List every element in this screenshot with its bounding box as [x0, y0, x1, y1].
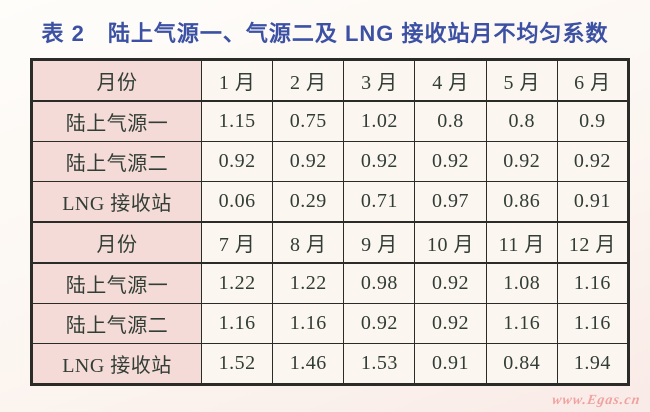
table-cell: 0.97 [414, 181, 487, 223]
month-label: 2 月 [272, 59, 345, 102]
row-label: 陆上气源一 [31, 100, 202, 142]
month-label: 6 月 [556, 59, 630, 102]
table-cell: 0.91 [556, 181, 630, 223]
table-cell: 1.46 [272, 343, 345, 385]
row-label: LNG 接收站 [31, 343, 202, 385]
row-header-label: 月份 [31, 59, 202, 102]
month-label: 7 月 [200, 221, 274, 264]
table-row: LNG 接收站 1.52 1.46 1.53 0.91 0.84 1.94 [31, 343, 630, 385]
table-cell: 1.15 [200, 100, 274, 142]
table-cell: 0.71 [343, 181, 416, 223]
table-cell: 0.75 [272, 100, 345, 142]
table-cell: 0.92 [414, 141, 487, 182]
row-label: 陆上气源二 [31, 141, 202, 182]
table-row: 陆上气源二 1.16 1.16 0.92 0.92 1.16 1.16 [31, 303, 630, 344]
month-label: 10 月 [414, 221, 487, 264]
table-title: 表 2 陆上气源一、气源二及 LNG 接收站月不均匀系数 [41, 21, 609, 46]
month-label: 1 月 [200, 59, 274, 102]
month-label: 11 月 [485, 221, 558, 264]
table-cell: 0.92 [485, 141, 558, 182]
row-label: 陆上气源二 [31, 303, 202, 344]
table-cell: 1.16 [556, 262, 630, 304]
month-label: 4 月 [414, 59, 487, 102]
table-cell: 1.22 [200, 262, 274, 304]
watermark: www.Egas.cn [550, 393, 642, 408]
month-label: 8 月 [272, 221, 345, 264]
table-cell: 0.86 [485, 181, 558, 223]
table-row: LNG 接收站 0.06 0.29 0.71 0.97 0.86 0.91 [31, 181, 630, 223]
table-cell: 0.84 [485, 343, 558, 385]
row-label: LNG 接收站 [31, 181, 202, 223]
month-label: 12 月 [556, 221, 630, 264]
table-cell: 0.98 [343, 262, 416, 304]
table-cell: 1.53 [343, 343, 416, 385]
table-cell: 0.9 [556, 100, 630, 142]
table-cell: 1.94 [556, 343, 630, 385]
table-cell: 0.92 [343, 303, 416, 344]
table-cell: 0.92 [272, 141, 345, 182]
month-label: 9 月 [343, 221, 416, 264]
table-cell: 0.92 [414, 303, 487, 344]
table-cell: 1.08 [485, 262, 558, 304]
table-cell: 1.16 [485, 303, 558, 344]
table-cell: 0.92 [414, 262, 487, 304]
table-cell: 0.92 [200, 141, 274, 182]
table-cell: 0.92 [556, 141, 630, 182]
table-row: 陆上气源一 1.22 1.22 0.98 0.92 1.08 1.16 [31, 262, 630, 304]
table-cell: 1.16 [272, 303, 345, 344]
row-header-label: 月份 [31, 221, 202, 264]
month-label: 3 月 [343, 59, 416, 102]
table-cell: 0.29 [272, 181, 345, 223]
month-label: 5 月 [485, 59, 558, 102]
table-cell: 1.02 [343, 100, 416, 142]
table-row: 陆上气源一 1.15 0.75 1.02 0.8 0.8 0.9 [31, 100, 630, 142]
table-cell: 0.8 [414, 100, 487, 142]
table-cell: 1.16 [200, 303, 274, 344]
table-cell: 1.22 [272, 262, 345, 304]
table-cell: 1.16 [556, 303, 630, 344]
table-cell: 0.91 [414, 343, 487, 385]
table-row: 陆上气源二 0.92 0.92 0.92 0.92 0.92 0.92 [31, 141, 630, 182]
table-cell: 0.8 [485, 100, 558, 142]
table-cell: 1.52 [200, 343, 274, 385]
table-cell: 0.92 [343, 141, 416, 182]
row-label: 陆上气源一 [31, 262, 202, 304]
table-cell: 0.06 [200, 181, 274, 223]
